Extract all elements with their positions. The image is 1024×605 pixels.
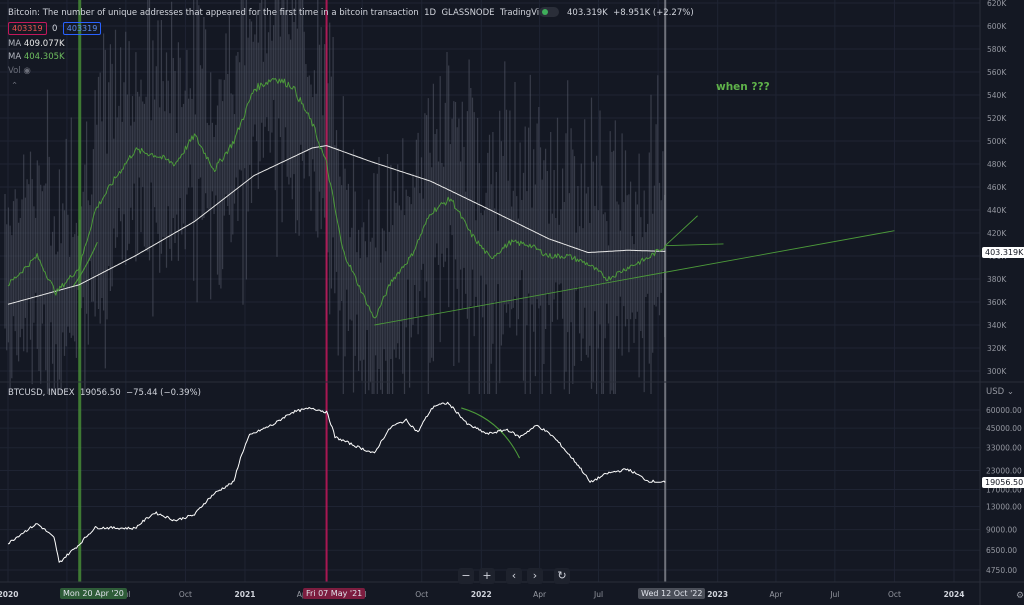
x-tick-label: 2022: [471, 590, 492, 599]
indicator-title: Bitcoin: The number of unique addresses …: [8, 8, 419, 18]
trendlines: [72, 215, 895, 459]
y-tick-label: 380K: [987, 275, 1007, 284]
x-tick-label: 2020: [0, 590, 18, 599]
time-marker-grey: Wed 12 Oct '22: [638, 588, 706, 599]
y-tick-label: 45000.00: [986, 424, 1022, 433]
last-price: 19056.50: [80, 388, 121, 398]
ma2-value: 404.305K: [23, 52, 65, 62]
y-tick-label: 620K: [987, 0, 1007, 8]
y-tick-label: 500K: [987, 137, 1007, 146]
blue-input-box[interactable]: 403319: [62, 22, 102, 35]
eye-icon[interactable]: ◉: [23, 66, 31, 76]
horizontal-trendline: [665, 243, 724, 247]
x-tick-label: 2024: [944, 590, 965, 599]
x-tick-label: Apr: [769, 590, 783, 599]
top-price-tag: 403.319K: [982, 247, 1024, 258]
y-tick-label: 340K: [987, 321, 1007, 330]
breakout-trendline: [664, 215, 698, 246]
y-tick-label: 9000.00: [986, 526, 1017, 535]
arrow-curve-top: [72, 241, 98, 288]
x-tick-label: 2023: [707, 590, 728, 599]
y-tick-label: 560K: [987, 68, 1007, 77]
support-trendline: [374, 230, 895, 326]
y-tick-label: 17000.00: [986, 486, 1022, 495]
y-tick-label: 23000.00: [986, 466, 1022, 475]
scroll-left-button[interactable]: ‹: [506, 568, 522, 584]
ma-short-line: [7, 78, 666, 319]
y-tick-label: 540K: [987, 91, 1007, 100]
x-tick-label: Jul: [593, 590, 603, 599]
annotation-text: when ???: [716, 81, 770, 93]
event-line-grey: [664, 0, 667, 582]
y-tick-label: 520K: [987, 114, 1007, 123]
ma-long-line: [7, 145, 666, 305]
bottom-price-tag: 19056.50: [982, 477, 1024, 488]
y-tick-label: 420K: [987, 229, 1007, 238]
y-tick-label: 360K: [987, 298, 1007, 307]
eye-toggle-icon[interactable]: [539, 7, 559, 17]
y-tick-label: 60000.00: [986, 406, 1022, 415]
value-change: +8.951K (+2.27%): [613, 8, 694, 18]
x-tick-label: Oct: [888, 590, 901, 599]
y-tick-label: 600K: [987, 22, 1007, 31]
settings-icon[interactable]: ⚙: [1016, 591, 1024, 601]
x-tick-label: Jul: [829, 590, 839, 599]
event-line-red: [325, 0, 328, 582]
zoom-in-button[interactable]: +: [479, 568, 495, 584]
y-tick-label: 580K: [987, 45, 1007, 54]
red-input-box[interactable]: 403319: [8, 22, 47, 35]
ma2-legend[interactable]: MA 404.305K: [8, 52, 65, 62]
zero-value: 0: [51, 24, 58, 34]
vol-legend[interactable]: Vol ◉: [8, 66, 31, 76]
zoom-out-button[interactable]: −: [458, 568, 474, 584]
y-tick-label: 13000.00: [986, 502, 1022, 511]
bottom-header: BTCUSD, INDEX 19056.50 −75.44 (−0.39%): [8, 388, 201, 398]
reset-view-button[interactable]: ↻: [554, 568, 570, 584]
visibility-toggle[interactable]: [539, 7, 559, 18]
x-tick-label: 2021: [235, 590, 256, 599]
input-boxes: 403319 0 403319: [8, 22, 102, 35]
top-value: 403.319K +8.951K (+2.27%): [567, 8, 694, 18]
ma1-legend[interactable]: MA 409.077K: [8, 39, 65, 49]
ma1-value: 409.077K: [23, 39, 65, 49]
y-tick-label: 33000.00: [986, 444, 1022, 453]
symbol[interactable]: BTCUSD, INDEX: [8, 388, 75, 398]
y-tick-label: 480K: [987, 160, 1007, 169]
platform: TradingView: [499, 8, 552, 18]
top-header: Bitcoin: The number of unique addresses …: [8, 8, 551, 18]
y-tick-label: 320K: [987, 344, 1007, 353]
btc-price-line: [7, 401, 666, 563]
chevron-down-icon: ⌄: [1006, 387, 1014, 397]
bottom-y-axis: 60000.00 45000.00 33000.00 23000.00 17000.00…: [986, 406, 1022, 575]
x-tick-label: Oct: [179, 590, 192, 599]
price-change: −75.44 (−0.39%): [126, 388, 201, 398]
source: GLASSNODE: [441, 8, 495, 18]
y-tick-label: 460K: [987, 183, 1007, 192]
y-tick-label: 6500.00: [986, 546, 1017, 555]
interval[interactable]: 1D: [424, 8, 437, 18]
time-marker-red: Fri 07 May '21: [303, 588, 366, 599]
x-tick-label: Oct: [415, 590, 428, 599]
y-tick-label: 300K: [987, 367, 1007, 376]
currency-label[interactable]: USD ⌄: [986, 387, 1014, 397]
y-tick-label: 4750.00: [986, 566, 1017, 575]
time-marker-green: Mon 20 Apr '20: [60, 588, 127, 599]
arrow-curve-bottom: [461, 407, 521, 459]
y-tick-label: 440K: [987, 206, 1007, 215]
last-value: 403.319K: [567, 8, 608, 18]
event-line-green: [78, 0, 82, 582]
volume-bars: [4, 0, 666, 394]
scroll-right-button[interactable]: ›: [527, 568, 543, 584]
collapse-icon[interactable]: ⌃: [11, 81, 19, 91]
x-tick-label: Apr: [533, 590, 547, 599]
